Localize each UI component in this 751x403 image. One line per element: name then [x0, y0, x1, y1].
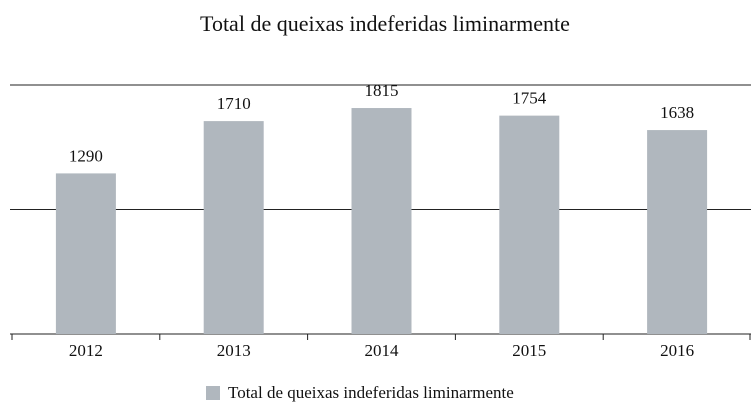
data-label: 1815 — [365, 81, 399, 100]
data-label: 1754 — [512, 89, 547, 108]
legend-swatch — [206, 386, 220, 400]
data-label: 1710 — [217, 94, 251, 113]
data-label: 1638 — [660, 103, 694, 122]
bar — [647, 130, 708, 334]
x-tick-label: 2012 — [69, 341, 103, 360]
chart-title: Total de queixas indeferidas liminarment… — [200, 11, 570, 36]
bar — [55, 173, 116, 334]
bar — [499, 115, 560, 334]
x-tick-label: 2014 — [365, 341, 400, 360]
x-tick-label: 2016 — [660, 341, 694, 360]
x-tick-label: 2013 — [217, 341, 251, 360]
bar — [351, 108, 412, 334]
bar — [203, 121, 264, 334]
data-label: 1290 — [69, 146, 103, 165]
legend-label: Total de queixas indeferidas liminarment… — [228, 383, 514, 402]
x-tick-label: 2015 — [512, 341, 546, 360]
